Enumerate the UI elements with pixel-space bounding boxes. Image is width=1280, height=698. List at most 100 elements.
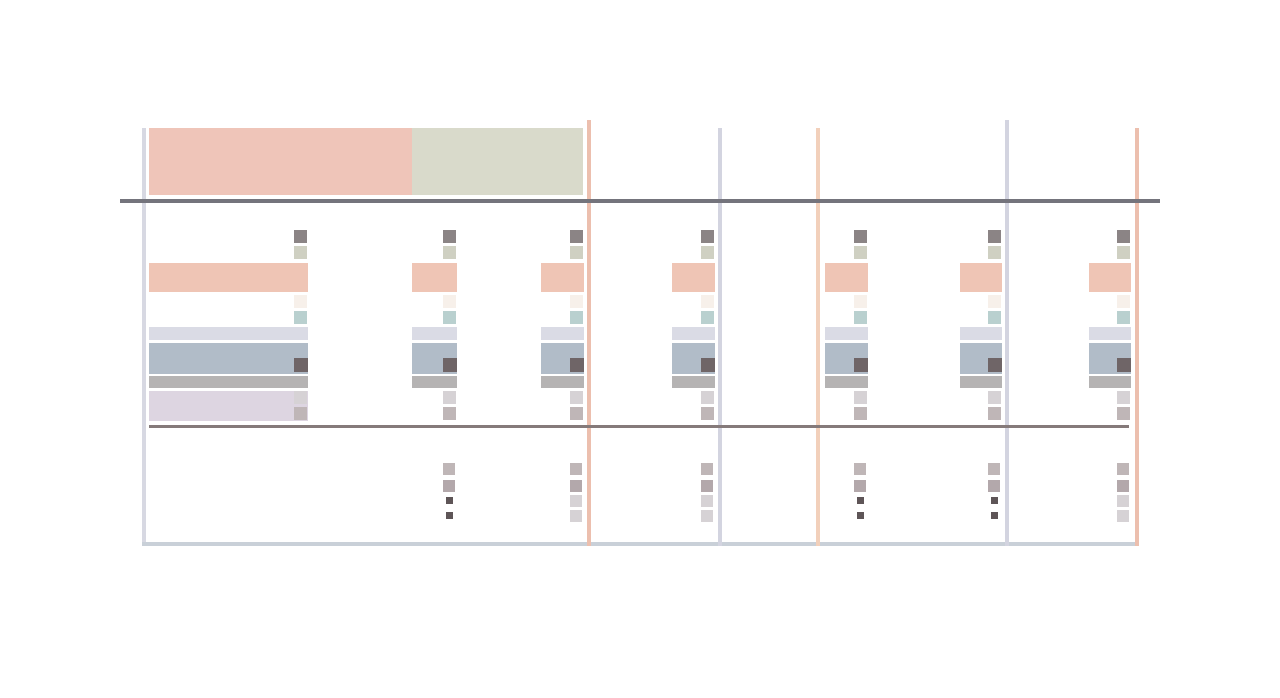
vertical-divider-salmon-2 (1135, 128, 1139, 546)
summary-square (1117, 510, 1129, 522)
summary-dot (991, 497, 998, 504)
square-marker (294, 358, 308, 372)
square-marker (570, 278, 583, 291)
square-marker (443, 358, 457, 372)
summary-square (1117, 495, 1129, 507)
summary-square (854, 480, 866, 492)
square-marker (854, 311, 867, 324)
square-marker (854, 246, 867, 259)
square-marker (570, 295, 583, 308)
square-marker (701, 278, 714, 291)
square-marker (854, 391, 867, 404)
square-marker (701, 391, 714, 404)
header-block (149, 128, 583, 195)
vertical-divider-lavender-1 (718, 128, 722, 546)
vertical-divider-peach (816, 128, 820, 546)
square-marker (1117, 246, 1130, 259)
band-lavender (149, 327, 308, 340)
vertical-dividers (587, 120, 1139, 546)
square-marker (570, 391, 583, 404)
body-bands (149, 263, 1131, 421)
square-marker (701, 295, 714, 308)
square-marker (294, 295, 307, 308)
square-marker (988, 358, 1002, 372)
square-marker (988, 311, 1001, 324)
band-gray (541, 376, 584, 388)
summary-square (701, 510, 713, 522)
square-marker (988, 278, 1001, 291)
band-mauve (149, 391, 308, 421)
header-divider-line (120, 199, 1160, 203)
summary-square (701, 463, 713, 475)
square-marker (701, 311, 714, 324)
square-marker (570, 311, 583, 324)
square-marker (1117, 358, 1131, 372)
band-gray (412, 376, 457, 388)
square-marker (443, 230, 456, 243)
summary-square (988, 463, 1000, 475)
frame (142, 128, 1138, 546)
summary-dot (446, 497, 453, 504)
square-marker (1117, 278, 1130, 291)
square-marker (294, 246, 307, 259)
square-marker (570, 358, 584, 372)
square-marker (854, 295, 867, 308)
vertical-divider-salmon-1 (587, 120, 591, 546)
square-marker (854, 230, 867, 243)
square-marker (1117, 311, 1130, 324)
square-marker (570, 407, 583, 420)
vertical-divider-lavender-2 (1005, 120, 1009, 546)
square-marker (570, 230, 583, 243)
square-marker (570, 246, 583, 259)
square-marker (701, 358, 715, 372)
band-lavender (1089, 327, 1131, 340)
square-markers (294, 230, 1131, 420)
square-marker (988, 407, 1001, 420)
summary-square (988, 480, 1000, 492)
summary-square (443, 480, 455, 492)
summary-square (701, 480, 713, 492)
square-marker (443, 407, 456, 420)
summary-square (570, 463, 582, 475)
square-marker (701, 230, 714, 243)
summary-dot (857, 512, 864, 519)
square-marker (854, 358, 868, 372)
band-salmon (149, 263, 308, 292)
square-marker (1117, 295, 1130, 308)
summary-square (570, 480, 582, 492)
square-marker (701, 407, 714, 420)
summary-dot (857, 497, 864, 504)
band-gray (149, 376, 308, 388)
band-lavender (825, 327, 868, 340)
band-gray (672, 376, 715, 388)
band-gray (1089, 376, 1131, 388)
square-marker (988, 391, 1001, 404)
frame-bottom-border (142, 542, 1138, 546)
square-marker (1117, 230, 1130, 243)
summary-square (1117, 463, 1129, 475)
summary-square (443, 463, 455, 475)
square-marker (294, 278, 307, 291)
square-marker (443, 295, 456, 308)
square-marker (294, 230, 307, 243)
square-marker (443, 278, 456, 291)
summary-square (701, 495, 713, 507)
summary-square (570, 495, 582, 507)
square-marker (443, 246, 456, 259)
header-segment-salmon (149, 128, 412, 195)
band-lavender (541, 327, 584, 340)
square-marker (1117, 407, 1130, 420)
summary-square (854, 463, 866, 475)
square-marker (854, 278, 867, 291)
band-lavender (960, 327, 1002, 340)
band-gray (825, 376, 868, 388)
summary-dot (991, 512, 998, 519)
square-marker (294, 311, 307, 324)
square-marker (701, 246, 714, 259)
band-steel (149, 343, 308, 374)
square-marker (988, 230, 1001, 243)
square-marker (988, 295, 1001, 308)
square-marker (988, 246, 1001, 259)
square-marker (1117, 391, 1130, 404)
